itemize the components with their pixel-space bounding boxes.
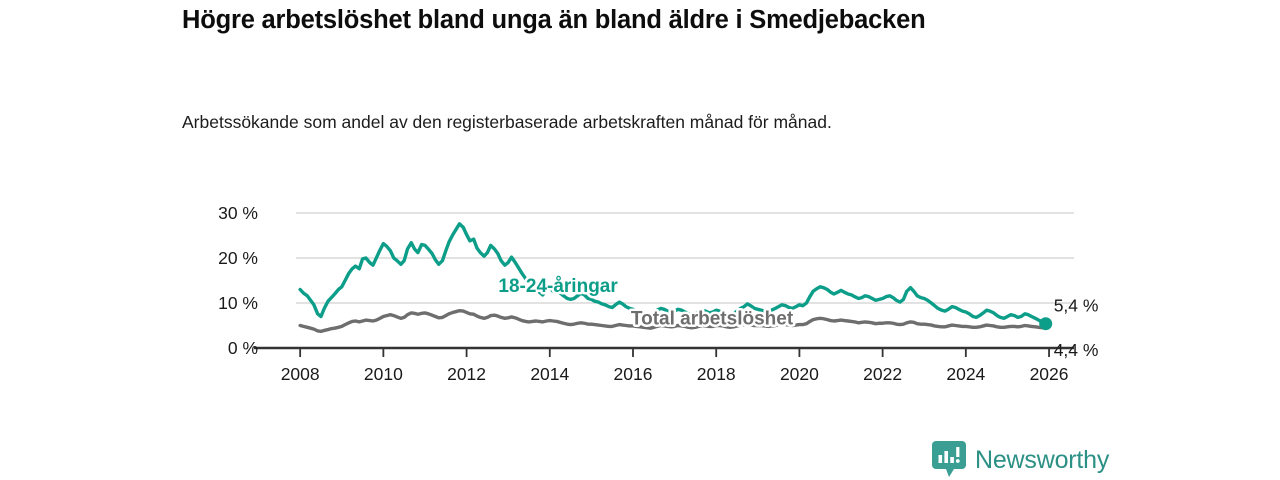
series-end-value-label: 5,4 %: [1054, 296, 1099, 316]
series-inline-label: Total arbetslöshet: [631, 309, 794, 330]
y-axis-tick-label: 0 %: [228, 338, 258, 358]
series-inline-label: 18-24-åringar: [498, 276, 618, 297]
y-axis-tick-label: 30 %: [218, 203, 258, 223]
x-axis-tick-label: 2016: [614, 364, 653, 384]
series-line: [298, 222, 1048, 326]
series-end-marker: [1039, 317, 1053, 331]
series-inline-label-halo: 18-24-åringar: [498, 276, 618, 297]
x-axis-tick-label: 2020: [780, 364, 819, 384]
x-axis-tick-label: 2012: [447, 364, 486, 384]
series-end-value-label: 4,4 %: [1054, 340, 1099, 360]
x-axis-tick-label: 2010: [364, 364, 403, 384]
x-axis-tick-label: 2022: [863, 364, 902, 384]
series-inline-label-halo: Total arbetslöshet: [631, 309, 794, 330]
y-axis-tick-label: 20 %: [218, 248, 258, 268]
series-line: [298, 308, 1048, 334]
x-axis-tick-label: 2008: [281, 364, 320, 384]
page-title: Högre arbetslöshet bland unga än bland ä…: [182, 6, 926, 34]
page-subtitle: Arbetssökande som andel av den registerb…: [182, 112, 832, 132]
x-axis-tick-label: 2018: [697, 364, 736, 384]
x-axis-tick-label: 2014: [530, 364, 569, 384]
bar-chart-speech-bubble-icon: [932, 441, 966, 477]
newsworthy-logo-text: Newsworthy: [975, 445, 1110, 474]
x-axis-tick-label: 2024: [946, 364, 985, 384]
x-axis-tick-label: 2026: [1030, 364, 1069, 384]
newsworthy-logo[interactable]: Newsworthy: [932, 441, 1109, 479]
y-axis-tick-label: 10 %: [218, 293, 258, 313]
